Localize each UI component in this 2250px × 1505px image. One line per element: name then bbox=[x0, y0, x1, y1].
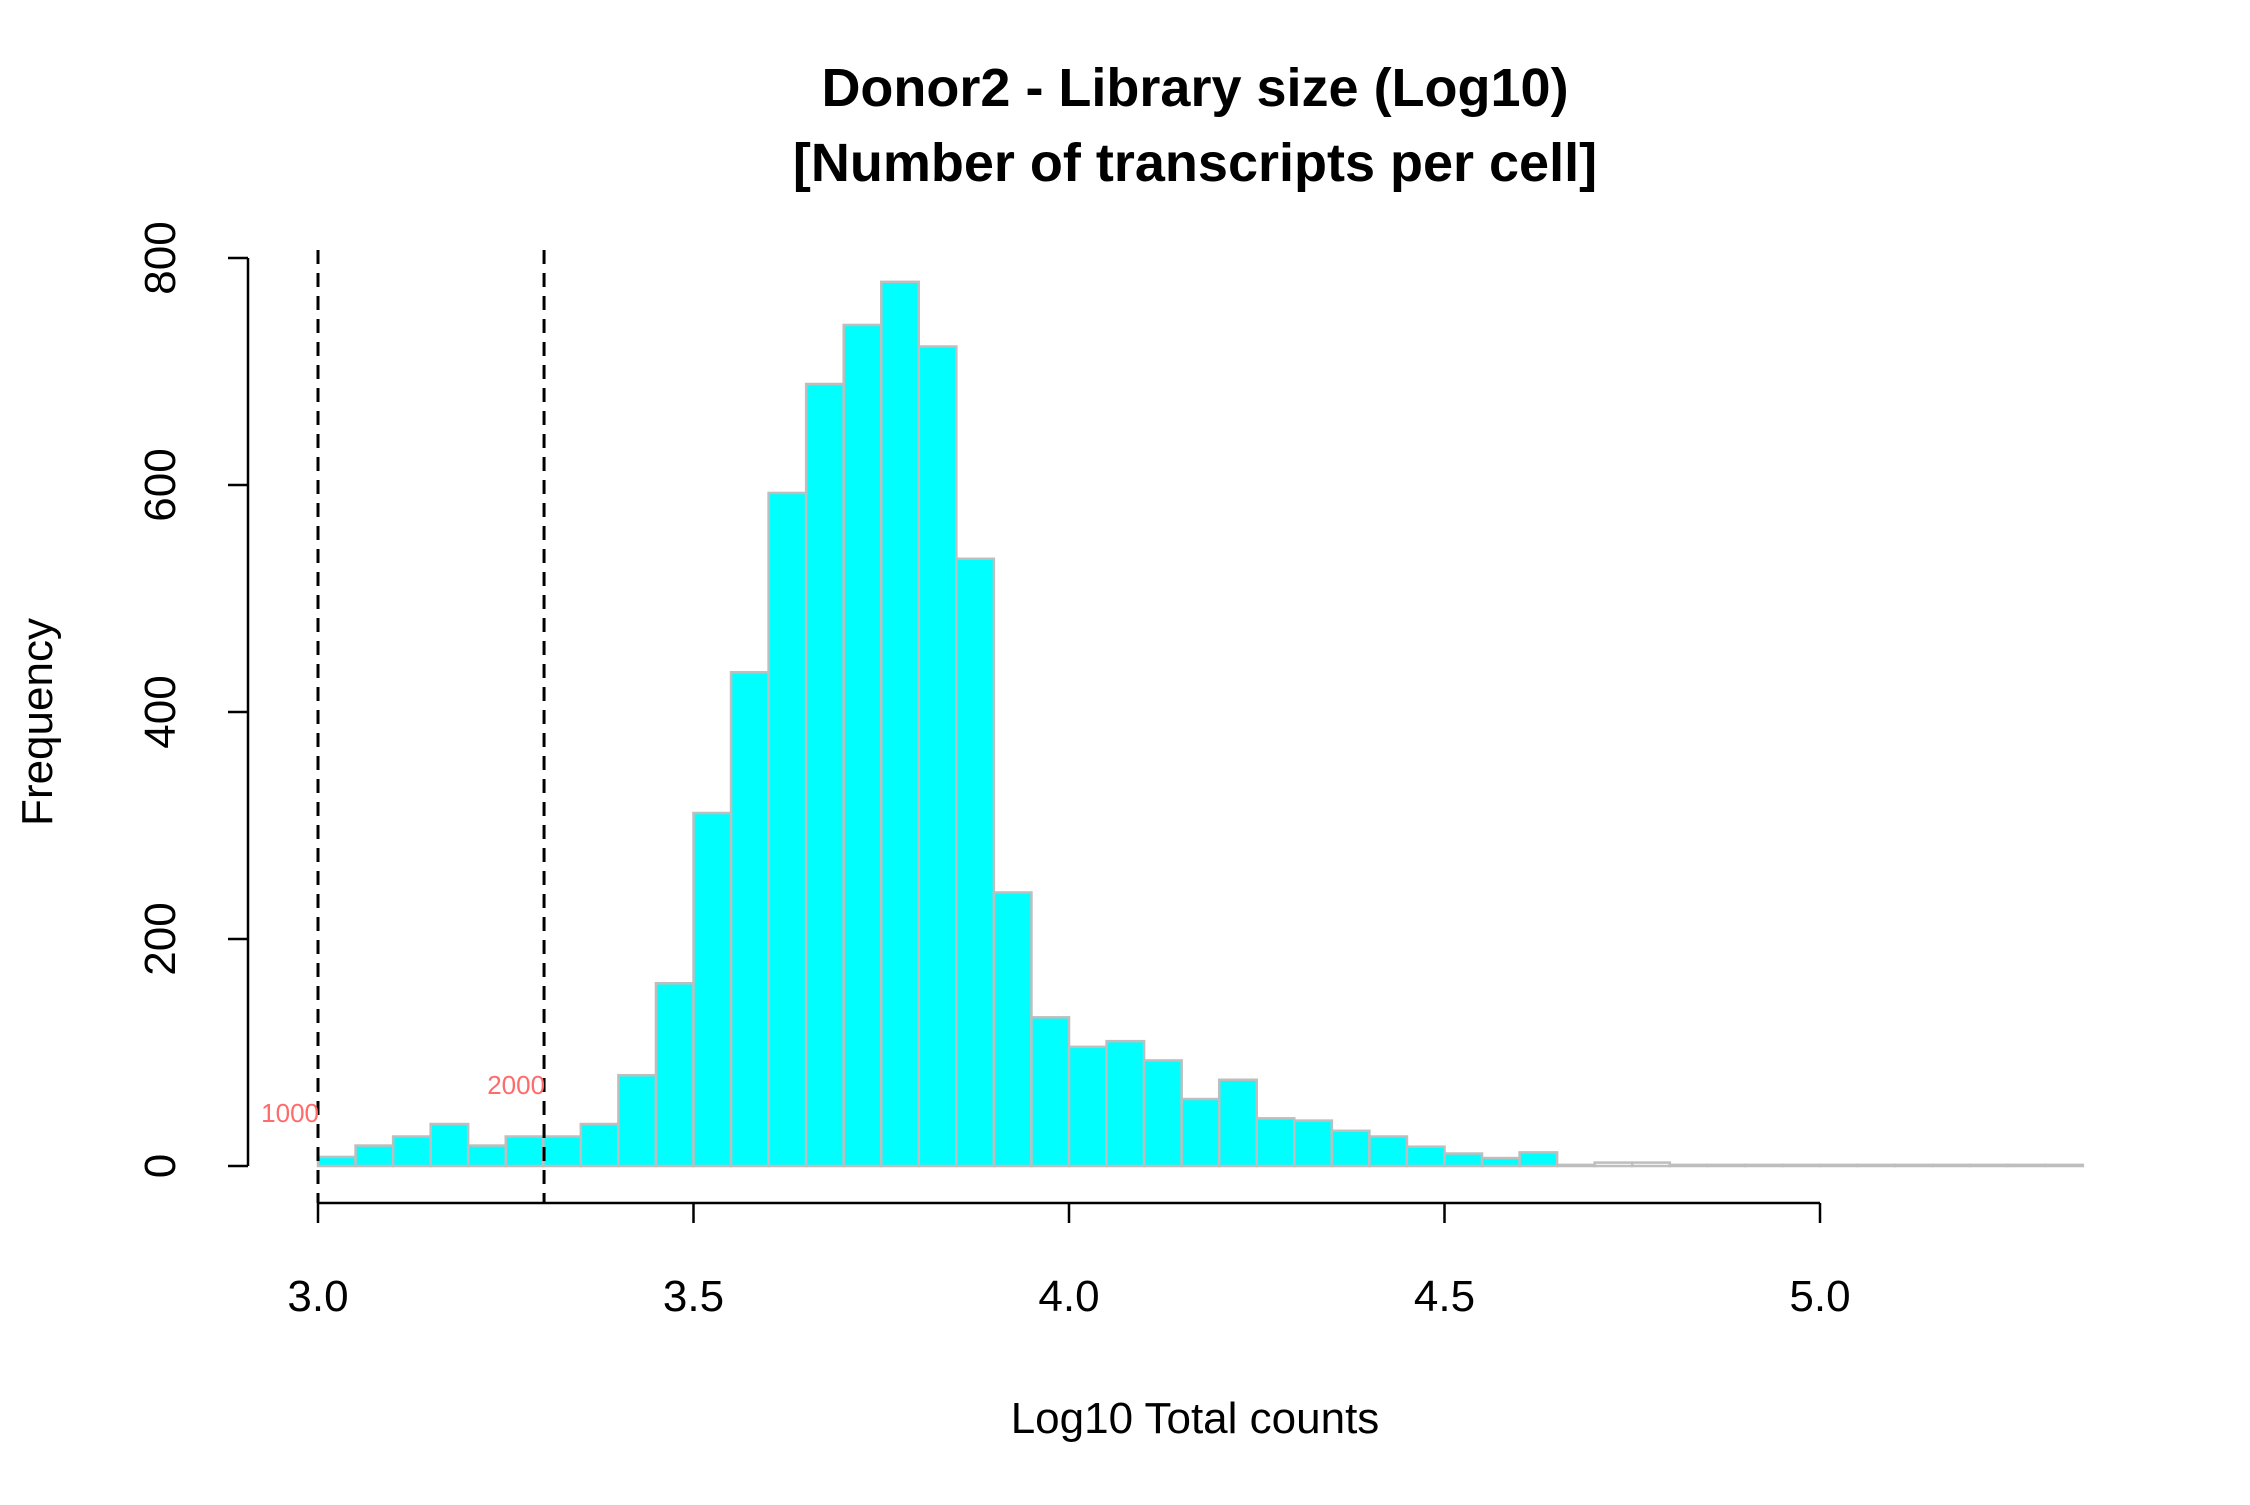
chart-title-line-2: [Number of transcripts per cell] bbox=[793, 133, 1597, 193]
x-tick-label: 4.5 bbox=[1414, 1272, 1475, 1321]
histogram-bar bbox=[767, 491, 808, 1168]
y-axis-label: Frequency bbox=[13, 618, 62, 826]
x-tick-label: 5.0 bbox=[1789, 1272, 1850, 1321]
histogram-bar bbox=[917, 345, 958, 1168]
histogram-bar bbox=[466, 1144, 508, 1168]
y-tick-label: 200 bbox=[136, 902, 185, 975]
histogram-bar bbox=[804, 382, 845, 1168]
histogram-bar bbox=[504, 1135, 545, 1168]
reference-line-label: 1000 bbox=[261, 1098, 319, 1128]
histogram-bar bbox=[1480, 1156, 1521, 1168]
histogram-bar bbox=[579, 1122, 620, 1168]
histogram-bar bbox=[1518, 1151, 1559, 1168]
histogram-bar bbox=[1706, 1163, 1747, 1168]
y-tick-label: 800 bbox=[136, 221, 185, 294]
histogram-bar bbox=[1593, 1161, 1634, 1168]
histogram-bar bbox=[1555, 1163, 1596, 1168]
histogram-bar bbox=[654, 982, 695, 1168]
histogram-bar bbox=[1368, 1135, 1409, 1168]
histogram-bar bbox=[1743, 1163, 1784, 1168]
y-tick-label: 600 bbox=[136, 448, 185, 521]
histogram-bar bbox=[842, 323, 883, 1168]
histogram-bar bbox=[429, 1122, 470, 1168]
reference-lines: 1000 2000 bbox=[261, 250, 546, 1203]
histogram-bar bbox=[1105, 1039, 1146, 1168]
histogram-bar bbox=[1968, 1163, 2009, 1168]
histogram-bar bbox=[542, 1135, 583, 1168]
histogram-bar bbox=[617, 1073, 658, 1168]
histogram-bar bbox=[1405, 1145, 1446, 1168]
histogram-bar bbox=[1781, 1163, 1822, 1168]
histogram-bar bbox=[1668, 1163, 1709, 1168]
histogram-bar bbox=[1067, 1045, 1108, 1168]
histogram-bar bbox=[1255, 1117, 1296, 1168]
histogram-bar bbox=[1217, 1078, 1258, 1168]
histogram-bar bbox=[1631, 1161, 1672, 1168]
x-axis: 3.0 3.5 4.0 4.5 5.0 bbox=[287, 1201, 1851, 1321]
histogram-bar bbox=[1818, 1163, 1859, 1168]
x-tick-label: 3.5 bbox=[663, 1272, 724, 1321]
x-tick-label: 3.0 bbox=[287, 1272, 348, 1321]
y-tick-label: 0 bbox=[136, 1154, 185, 1178]
histogram-bar bbox=[1030, 1016, 1071, 1168]
histogram-bar bbox=[1180, 1097, 1221, 1168]
chart-title-line-1: Donor2 - Library size (Log10) bbox=[821, 58, 1568, 118]
histogram-bar bbox=[880, 280, 921, 1168]
histogram-bar bbox=[354, 1144, 395, 1168]
histogram-bar bbox=[692, 811, 733, 1168]
reference-line-label: 2000 bbox=[487, 1070, 545, 1100]
x-tick-label: 4.0 bbox=[1038, 1272, 1099, 1321]
histogram-bar bbox=[1931, 1163, 1972, 1168]
histogram-bar bbox=[391, 1135, 432, 1168]
histogram-bar bbox=[1330, 1129, 1371, 1168]
histogram-bar bbox=[1443, 1152, 1484, 1168]
histogram-bar bbox=[955, 557, 996, 1168]
histogram-bar bbox=[992, 891, 1033, 1168]
histogram-bar bbox=[1893, 1163, 1934, 1168]
histogram-bar bbox=[729, 671, 770, 1168]
histogram-bar bbox=[1293, 1119, 1334, 1168]
y-tick-label: 400 bbox=[136, 675, 185, 748]
x-axis-label: Log10 Total counts bbox=[1011, 1394, 1380, 1443]
histogram-bars bbox=[316, 280, 2085, 1168]
histogram-bar bbox=[1142, 1059, 1183, 1168]
histogram-bar bbox=[2044, 1163, 2085, 1168]
histogram-bar bbox=[2006, 1163, 2047, 1168]
histogram-bar bbox=[1856, 1163, 1897, 1168]
y-axis: 0 200 400 600 800 bbox=[136, 221, 250, 1178]
histogram-bar bbox=[316, 1155, 357, 1168]
